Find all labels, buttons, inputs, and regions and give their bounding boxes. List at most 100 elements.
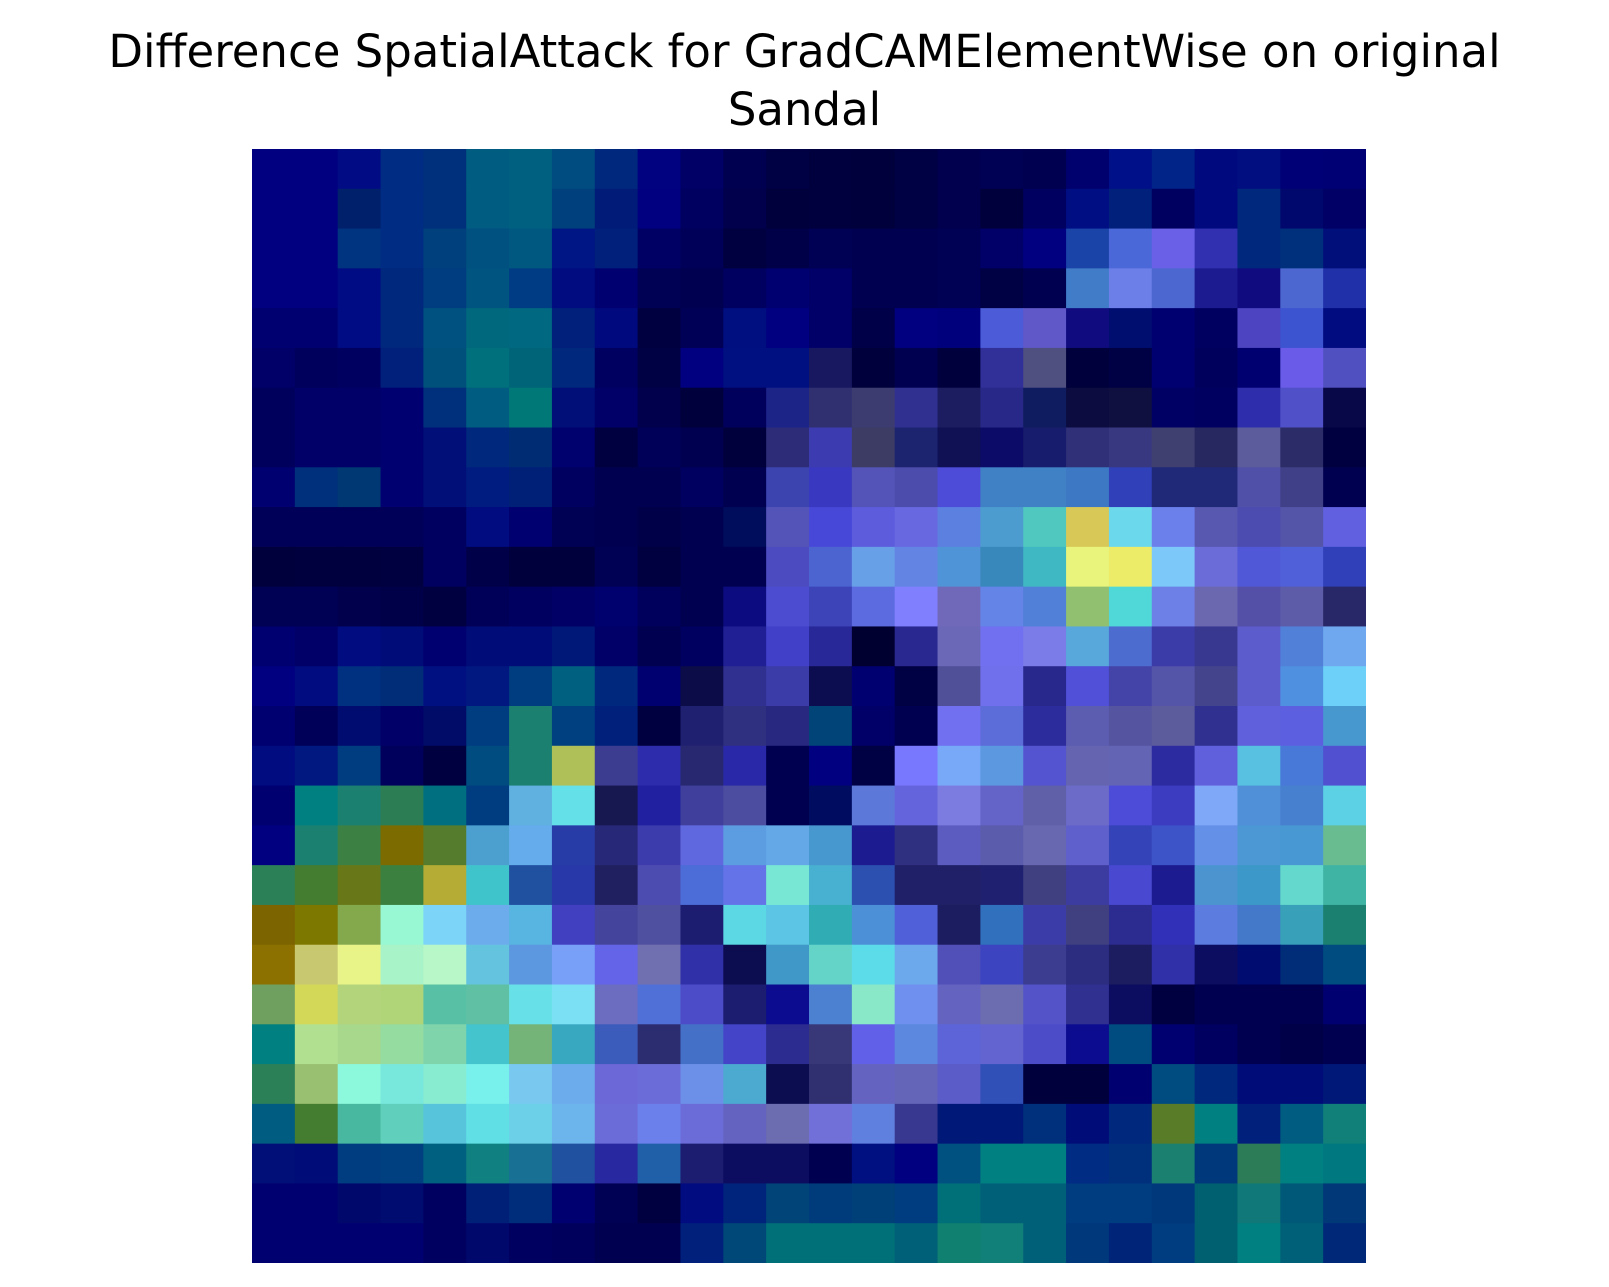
heatmap-cell-r18-c6	[509, 865, 553, 906]
heatmap-cell-r7-c2	[337, 427, 382, 468]
heatmap-cell-r27-c0	[252, 1223, 296, 1263]
heatmap-cell-r16-c14	[851, 785, 896, 826]
heatmap-cell-r25-c22	[1194, 1143, 1239, 1185]
heatmap-cell-r12-c8	[594, 626, 639, 667]
heatmap-cell-r4-c13	[809, 308, 853, 349]
heatmap-cell-r2-c12	[766, 228, 810, 269]
heatmap-cell-r23-c20	[1108, 1064, 1153, 1105]
heatmap-cell-r26-c3	[380, 1183, 424, 1224]
heatmap-cell-r13-c23	[1237, 666, 1281, 707]
heatmap-cell-r8-c24	[1280, 467, 1324, 508]
heatmap-cell-r17-c16	[937, 825, 981, 866]
heatmap-cell-r16-c11	[723, 785, 767, 826]
heatmap-cell-r12-c19	[1066, 626, 1110, 667]
heatmap-cell-r15-c7	[551, 745, 596, 787]
heatmap-cell-r17-c22	[1194, 825, 1239, 866]
heatmap-cell-r22-c19	[1066, 1024, 1110, 1065]
heatmap-cell-r19-c2	[337, 904, 382, 946]
heatmap-cell-r23-c18	[1023, 1064, 1067, 1105]
heatmap-cell-r25-c7	[551, 1143, 596, 1185]
heatmap-cell-r26-c1	[294, 1183, 339, 1224]
heatmap-cell-r5-c19	[1066, 347, 1110, 389]
heatmap-cell-r20-c22	[1194, 944, 1239, 986]
heatmap-cell-r15-c18	[1023, 745, 1067, 787]
heatmap-cell-r15-c15	[894, 745, 939, 787]
heatmap-cell-r14-c25	[1323, 706, 1366, 747]
heatmap-cell-r13-c24	[1280, 666, 1324, 707]
heatmap-cell-r22-c9	[637, 1024, 682, 1065]
heatmap-cell-r20-c25	[1323, 944, 1366, 986]
heatmap-cell-r14-c0	[252, 706, 296, 747]
heatmap-cell-r16-c20	[1108, 785, 1153, 826]
heatmap-cell-r21-c4	[423, 984, 467, 1025]
heatmap-cell-r11-c18	[1023, 586, 1067, 628]
heatmap-cell-r11-c10	[680, 586, 724, 628]
heatmap-cell-r2-c25	[1323, 228, 1366, 269]
heatmap-cell-r15-c24	[1280, 745, 1324, 787]
heatmap-cell-r20-c19	[1066, 944, 1110, 986]
heatmap-cell-r4-c8	[594, 308, 639, 349]
heatmap-cell-r10-c12	[766, 546, 810, 588]
heatmap-cell-r6-c23	[1237, 387, 1281, 429]
heatmap-cell-r6-c3	[380, 387, 424, 429]
heatmap-cell-r24-c18	[1023, 1103, 1067, 1145]
heatmap-cell-r4-c21	[1151, 308, 1196, 349]
heatmap-cell-r26-c12	[766, 1183, 810, 1224]
heatmap-cell-r12-c25	[1323, 626, 1366, 667]
heatmap-cell-r17-c2	[337, 825, 382, 866]
heatmap-cell-r15-c12	[766, 745, 810, 787]
heatmap-cell-r10-c6	[509, 546, 553, 588]
heatmap-cell-r24-c6	[509, 1103, 553, 1145]
heatmap-cell-r12-c22	[1194, 626, 1239, 667]
heatmap-cell-r22-c24	[1280, 1024, 1324, 1065]
heatmap-cell-r3-c18	[1023, 268, 1067, 309]
heatmap-cell-r15-c11	[723, 745, 767, 787]
heatmap-cell-r1-c15	[894, 188, 939, 230]
heatmap-cell-r14-c14	[851, 706, 896, 747]
heatmap-cell-r21-c6	[509, 984, 553, 1025]
heatmap-cell-r26-c6	[509, 1183, 553, 1224]
heatmap-cell-r2-c2	[337, 228, 382, 269]
heatmap-cell-r12-c10	[680, 626, 724, 667]
heatmap-cell-r2-c7	[551, 228, 596, 269]
heatmap-cell-r25-c5	[466, 1143, 510, 1185]
heatmap-cell-r18-c18	[1023, 865, 1067, 906]
heatmap-cell-r16-c24	[1280, 785, 1324, 826]
heatmap-cell-r21-c20	[1108, 984, 1153, 1025]
heatmap-cell-r1-c0	[252, 188, 296, 230]
heatmap-cell-r3-c1	[294, 268, 339, 309]
heatmap-cell-r5-c10	[680, 347, 724, 389]
heatmap-cell-r6-c12	[766, 387, 810, 429]
heatmap-cell-r27-c11	[723, 1223, 767, 1263]
heatmap-cell-r7-c3	[380, 427, 424, 468]
heatmap-cell-r18-c25	[1323, 865, 1366, 906]
heatmap-cell-r16-c21	[1151, 785, 1196, 826]
heatmap-cell-r5-c9	[637, 347, 682, 389]
heatmap-cell-r5-c5	[466, 347, 510, 389]
heatmap-cell-r17-c18	[1023, 825, 1067, 866]
heatmap-cell-r10-c19	[1066, 546, 1110, 588]
heatmap-cell-r8-c2	[337, 467, 382, 508]
heatmap-cell-r5-c8	[594, 347, 639, 389]
heatmap-cell-r13-c13	[809, 666, 853, 707]
heatmap-cell-r3-c23	[1237, 268, 1281, 309]
heatmap-cell-r8-c17	[980, 467, 1024, 508]
heatmap-cell-r14-c4	[423, 706, 467, 747]
heatmap-cell-r14-c24	[1280, 706, 1324, 747]
heatmap-cell-r2-c16	[937, 228, 981, 269]
heatmap-cell-r7-c6	[509, 427, 553, 468]
heatmap-cell-r9-c1	[294, 507, 339, 548]
heatmap-cell-r25-c9	[637, 1143, 682, 1185]
heatmap-cell-r2-c14	[851, 228, 896, 269]
heatmap-cell-r7-c12	[766, 427, 810, 468]
heatmap-cell-r7-c15	[894, 427, 939, 468]
heatmap-cell-r22-c22	[1194, 1024, 1239, 1065]
heatmap-cell-r27-c3	[380, 1223, 424, 1263]
heatmap-cell-r17-c4	[423, 825, 467, 866]
heatmap-cell-r3-c3	[380, 268, 424, 309]
heatmap-cell-r5-c14	[851, 347, 896, 389]
heatmap-cell-r24-c2	[337, 1103, 382, 1145]
heatmap-cell-r16-c5	[466, 785, 510, 826]
heatmap-cell-r10-c0	[252, 546, 296, 588]
heatmap-cell-r18-c24	[1280, 865, 1324, 906]
